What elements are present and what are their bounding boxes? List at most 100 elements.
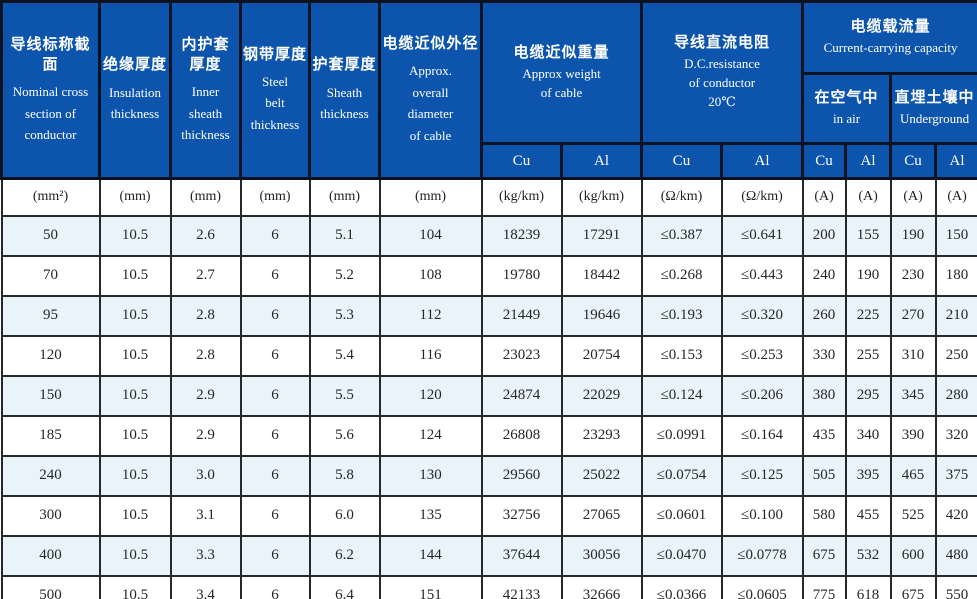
header-resistance-cu: Cu (640, 142, 724, 180)
data-cell: 3.3 (169, 534, 242, 577)
data-cell: 10.5 (98, 574, 172, 599)
data-cell: 380 (801, 374, 847, 417)
header-diameter-zh: 电缆近似外径 (382, 36, 479, 52)
data-cell: ≤0.124 (640, 374, 723, 417)
data-cell: ≤0.253 (720, 334, 804, 377)
data-cell: 5.3 (308, 294, 381, 337)
data-cell: ≤0.443 (720, 254, 804, 297)
table-row: 500 10.5 3.4 6 6.4 151 42133 32666 ≤0.0366 ≤0.060… (0, 574, 977, 599)
data-cell: 104 (378, 214, 483, 257)
header-steel-belt-en: Steel belt thickness (250, 73, 300, 132)
data-cell: 180 (934, 254, 977, 297)
data-cell: 230 (889, 254, 937, 297)
data-cell: 550 (934, 574, 977, 599)
data-cell: 17291 (560, 214, 643, 257)
data-cell: 25022 (560, 454, 643, 497)
data-cell: ≤0.641 (720, 214, 804, 257)
header-air-cu: Cu (801, 142, 848, 180)
data-cell: 270 (889, 294, 937, 337)
data-cell: 18239 (480, 214, 563, 257)
data-cell: 32666 (560, 574, 643, 599)
header-sheath-en: Sheath thickness (320, 84, 369, 122)
data-cell: ≤0.0778 (720, 534, 804, 577)
data-cell: 3.0 (169, 454, 242, 497)
header-nominal-en: Nominal cross section of conductor (12, 84, 89, 142)
data-cell: 21449 (480, 294, 563, 337)
table-row: 400 10.5 3.3 6 6.2 144 37644 30056 ≤0.0470 ≤0.077… (0, 534, 977, 577)
data-cell: 5.6 (308, 414, 381, 457)
data-cell: ≤0.164 (720, 414, 804, 457)
header-resistance-al: Al (720, 142, 805, 180)
data-cell: 400 (0, 534, 101, 577)
data-cell: 210 (934, 294, 977, 337)
unit-cell: (kg/km) (560, 177, 643, 217)
header-underground-zh: 直埋土壤中 (894, 89, 975, 106)
data-cell: 150 (934, 214, 977, 257)
table-header: 导线标称截面 Nominal cross section of conducto… (0, 0, 977, 217)
data-cell: 120 (0, 334, 101, 377)
header-nominal-cross-section: 导线标称截面 Nominal cross section of conducto… (0, 0, 101, 180)
table-body: 50 10.5 2.6 6 5.1 104 18239 17291 ≤0.387 ≤0.641 20… (0, 214, 977, 599)
data-cell: 50 (0, 214, 101, 257)
header-steel-belt-zh: 钢带厚度 (242, 46, 307, 63)
data-cell: 5.2 (308, 254, 381, 297)
data-cell: 345 (889, 374, 937, 417)
data-cell: 10.5 (98, 214, 172, 257)
unit-cell: (A) (801, 177, 847, 217)
data-cell: 23293 (560, 414, 643, 457)
data-cell: 185 (0, 414, 101, 457)
data-cell: 108 (378, 254, 483, 297)
data-cell: 420 (934, 494, 977, 537)
data-cell: 135 (378, 494, 483, 537)
header-underground: 直埋土壤中 Underground (889, 72, 977, 145)
data-cell: 30056 (560, 534, 643, 577)
data-cell: 70 (0, 254, 101, 297)
data-cell: 532 (844, 534, 892, 577)
unit-cell: (mm) (98, 177, 172, 217)
data-cell: 26808 (480, 414, 563, 457)
header-approx-weight: 电缆近似重量 Approx weight of cable (479, 0, 644, 145)
unit-cell: (mm) (378, 177, 483, 217)
header-weight-cu: Cu (480, 142, 563, 180)
header-air-al: Al (844, 142, 893, 180)
data-cell: 2.7 (169, 254, 242, 297)
data-cell: 155 (844, 214, 892, 257)
data-cell: 6 (239, 494, 311, 537)
table-row: 300 10.5 3.1 6 6.0 135 32756 27065 ≤0.0601 ≤0.100… (0, 494, 977, 537)
data-cell: 330 (801, 334, 847, 377)
data-cell: 675 (801, 534, 847, 577)
data-cell: 27065 (560, 494, 643, 537)
header-diameter-en: Approx. overall diameter of cable (407, 63, 454, 143)
data-cell: 150 (0, 374, 101, 417)
data-cell: 29560 (480, 454, 563, 497)
data-cell: 310 (889, 334, 937, 377)
data-cell: ≤0.387 (640, 214, 723, 257)
data-cell: 6.4 (308, 574, 381, 599)
header-in-air-en: in air (832, 111, 861, 127)
data-cell: 2.9 (169, 414, 242, 457)
table-row: 95 10.5 2.8 6 5.3 112 21449 19646 ≤0.193 ≤0.320 26… (0, 294, 977, 337)
data-cell: 6 (239, 574, 311, 599)
data-cell: 280 (934, 374, 977, 417)
header-inner-sheath-zh: 内护套 厚度 (181, 36, 230, 73)
data-cell: ≤0.153 (640, 334, 723, 377)
data-cell: 190 (844, 254, 892, 297)
data-cell: 2.9 (169, 374, 242, 417)
unit-cell: (mm) (308, 177, 381, 217)
data-cell: 22029 (560, 374, 643, 417)
units-row: (mm²) (mm) (mm) (mm) (mm) (mm) (kg/km) (… (0, 177, 977, 217)
data-cell: 200 (801, 214, 847, 257)
header-resistance-en: D.C.resistance of conductor 20℃ (684, 56, 760, 110)
data-cell: 390 (889, 414, 937, 457)
header-underground-cu: Cu (889, 142, 938, 180)
data-cell: 775 (801, 574, 847, 599)
header-current-carrying-capacity: 电缆载流量 Current-carrying capacity (801, 0, 977, 75)
data-cell: 10.5 (98, 254, 172, 297)
data-cell: 465 (889, 454, 937, 497)
data-cell: 3.1 (169, 494, 242, 537)
data-cell: 240 (801, 254, 847, 297)
data-cell: 295 (844, 374, 892, 417)
data-cell: 505 (801, 454, 847, 497)
data-cell: 18442 (560, 254, 643, 297)
